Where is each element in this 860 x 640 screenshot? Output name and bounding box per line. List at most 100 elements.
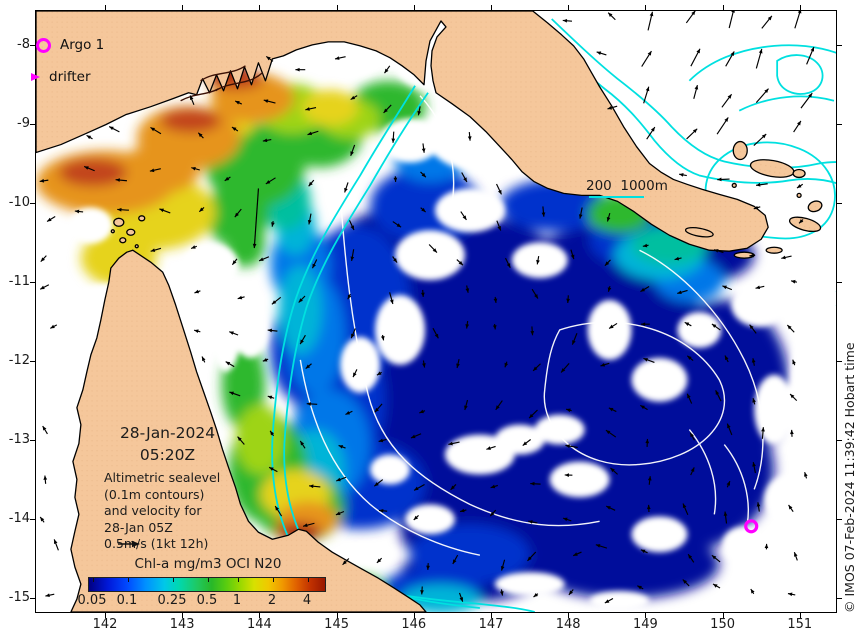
- x-axis-top-tick: [799, 5, 801, 10]
- x-axis-tick: [645, 613, 647, 618]
- y-axis-label: -12: [8, 353, 30, 368]
- altimetry-info-line: 28-Jan 05Z: [104, 519, 173, 535]
- x-axis-top-tick: [568, 5, 570, 10]
- y-axis-tick: [30, 282, 35, 283]
- bathy-contour-sample-line: [589, 196, 644, 198]
- colorbar-tick-label: 1: [232, 593, 242, 608]
- x-axis-label: 143: [169, 617, 195, 632]
- colorbar-tick-label: 2: [267, 593, 277, 608]
- drifter-marker-icon: [31, 73, 40, 81]
- x-axis-top-tick: [722, 5, 724, 10]
- x-axis-label: 148: [555, 617, 581, 632]
- velocity-arrow-field: [39, 11, 815, 604]
- map-image: [36, 11, 836, 612]
- argo-legend-label: Argo 1: [60, 37, 105, 53]
- sealevel-contours: [299, 95, 764, 556]
- y-axis-right-tick: [837, 45, 842, 46]
- y-axis-tick: [30, 203, 35, 204]
- colorbar-tick-label: 0.1: [116, 593, 138, 608]
- y-axis-tick: [30, 598, 35, 599]
- colorbar-tick: [308, 578, 309, 582]
- x-axis-label: 142: [92, 617, 118, 632]
- argo-float-marker: [744, 519, 759, 534]
- colorbar-tick: [238, 578, 239, 582]
- credit-text: © IMOS 07-Feb-2024 11:39:42 Hobart time: [842, 342, 857, 613]
- x-axis-label: 149: [632, 617, 658, 632]
- y-axis-right-tick: [837, 361, 842, 362]
- x-axis-tick: [105, 613, 106, 618]
- y-axis-right-tick: [837, 519, 842, 520]
- argo-marker-icon: [36, 37, 51, 53]
- x-axis-label: 150: [710, 617, 735, 632]
- y-axis-right-tick: [837, 124, 842, 125]
- y-axis-label: -15: [8, 590, 30, 605]
- colorbar-tick-label: 0.25: [157, 593, 187, 608]
- colorbar-tick: [273, 578, 274, 582]
- colorbar-tick-label: 4: [302, 593, 312, 608]
- colorbar-tick-label: 0.5: [196, 593, 218, 608]
- altimetry-info-text: Altimetric sealevel (0.1m contours) and ve…: [104, 470, 254, 553]
- colorbar-tick: [173, 578, 174, 582]
- land-australia: [70, 215, 427, 612]
- x-axis-tick: [413, 613, 415, 618]
- altimetry-info-line: 0.5m/s (1kt 12h): [104, 536, 209, 551]
- x-axis-top-tick: [645, 5, 647, 10]
- colorbar: [88, 577, 326, 592]
- date-line: 28-Jan-2024: [119, 424, 216, 442]
- y-axis-label: -9: [17, 116, 30, 131]
- x-axis-top-tick: [105, 5, 106, 10]
- map-plot: [35, 10, 837, 613]
- x-axis-tick: [722, 613, 724, 618]
- time-line: 05:20Z: [139, 446, 196, 464]
- x-axis-tick: [568, 613, 570, 618]
- x-axis-label: 144: [246, 617, 272, 632]
- bathy-200-label: 200: [586, 178, 612, 194]
- legend-argo: Argo 1: [36, 37, 104, 53]
- x-axis-top-tick: [413, 5, 415, 10]
- x-axis-label: 151: [787, 617, 813, 632]
- y-axis-tick: [30, 361, 35, 362]
- altimetry-info-line: (0.1m contours): [104, 486, 205, 502]
- river-channels: [180, 65, 263, 102]
- x-axis-top-tick: [182, 5, 184, 10]
- y-axis-tick: [30, 519, 35, 520]
- y-axis-label: -11: [8, 274, 30, 289]
- y-axis-tick: [30, 45, 35, 46]
- x-axis-top-tick: [336, 5, 338, 10]
- x-axis-tick: [182, 613, 184, 618]
- bathymetry-label: 200 1000m: [586, 178, 668, 194]
- y-axis-right-tick: [837, 203, 842, 204]
- datetime-label: 28-Jan-2024 05:20Z: [100, 422, 235, 466]
- y-axis-label: -10: [8, 195, 30, 210]
- colorbar-title: Chl-a mg/m3 OCI N20: [134, 556, 282, 572]
- y-axis-label: -13: [8, 432, 30, 447]
- x-axis-label: 147: [478, 617, 504, 632]
- x-axis-top-tick: [491, 5, 492, 10]
- x-axis-tick: [491, 613, 492, 618]
- velocity-scale-arrow-icon: [117, 534, 141, 553]
- y-axis-label: -8: [17, 37, 30, 52]
- x-axis-top-tick: [259, 5, 261, 10]
- y-axis-right-tick: [837, 598, 842, 599]
- x-axis-label: 145: [324, 617, 349, 632]
- colorbar-tick: [128, 578, 129, 582]
- legend-drifter: drifter: [31, 69, 91, 85]
- x-axis-tick: [336, 613, 338, 618]
- y-axis-tick: [30, 124, 35, 125]
- y-axis-right-tick: [837, 440, 842, 441]
- colorbar-tick: [93, 578, 94, 582]
- y-axis-tick: [30, 440, 35, 441]
- colorbar-tick: [208, 578, 209, 582]
- colorbar-tick-label: 0.05: [77, 593, 107, 608]
- y-axis-label: -14: [8, 511, 30, 526]
- bathy-1000-label: 1000m: [620, 178, 668, 194]
- x-axis-label: 146: [401, 617, 427, 632]
- x-axis-tick: [799, 613, 801, 618]
- land-png: [36, 11, 823, 259]
- altimetry-info-line: Altimetric sealevel: [104, 470, 221, 485]
- drifter-legend-label: drifter: [49, 69, 91, 85]
- x-axis-tick: [259, 613, 261, 618]
- y-axis-right-tick: [837, 282, 842, 283]
- altimetry-info-line: and velocity for: [104, 503, 202, 518]
